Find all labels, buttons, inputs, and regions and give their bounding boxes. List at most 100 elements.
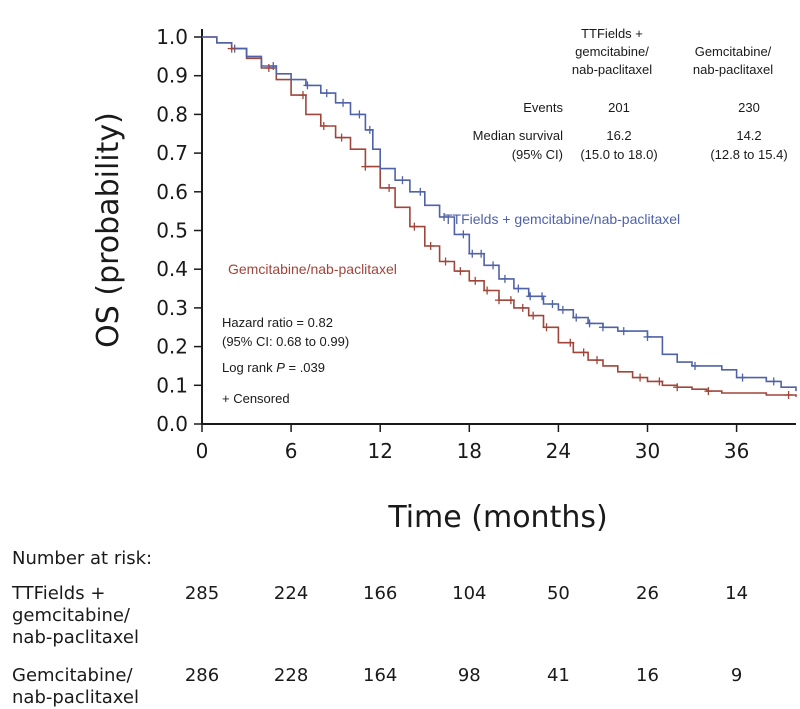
- censor-mark: [769, 377, 778, 386]
- risk-count: 166: [363, 583, 398, 604]
- risk-count: 164: [363, 665, 398, 686]
- censor-mark: [483, 286, 492, 295]
- log-rank-prefix: Log rank: [222, 360, 276, 375]
- hazard-ci: (95% CI: 0.68 to 0.99): [222, 334, 349, 349]
- y-tick-label: 0.8: [156, 102, 188, 126]
- censor-mark: [636, 373, 645, 382]
- censor-mark: [704, 387, 713, 396]
- censor-mark: [227, 44, 236, 53]
- series-label-gem: Gemcitabine/nab-paclitaxel: [228, 261, 397, 277]
- censor-mark: [440, 212, 449, 221]
- col1-header-line1: TTFields +: [581, 26, 643, 41]
- censor-mark: [459, 230, 468, 239]
- censor-mark: [426, 241, 435, 250]
- axes: [201, 29, 796, 425]
- median-ttfields: 16.2: [606, 128, 631, 143]
- y-tick-label: 0.5: [156, 219, 188, 243]
- log-rank-value: = .039: [285, 360, 325, 375]
- series-label-ttfields: TTFields + gemcitabine/nab-paclitaxel: [444, 211, 680, 227]
- x-tick-label: 0: [196, 439, 209, 463]
- col1-header-line3: nab-paclitaxel: [572, 62, 652, 77]
- y-tick-label: 0.9: [156, 64, 188, 88]
- y-tick-label: 0.4: [156, 257, 188, 281]
- censor-mark: [643, 332, 652, 341]
- y-tick-label: 0.0: [156, 412, 188, 436]
- col1-header-line2: gemcitabine/: [575, 44, 649, 59]
- km-chart: 0.0 0.1 0.2 0.3 0.4 0.5 0.6 0.7 0.8 0.9 1.0 0 6 12 18…: [91, 25, 797, 535]
- series-line-ttfields: [202, 36, 797, 392]
- risk-count: 98: [457, 665, 481, 686]
- censor-mark: [691, 361, 700, 370]
- censor-mark: [489, 261, 498, 270]
- censor-mark: [558, 305, 567, 314]
- censor-mark: [566, 338, 575, 347]
- censor-mark: [495, 296, 503, 305]
- censor-mark: [477, 249, 486, 258]
- survival-curves: [202, 36, 797, 399]
- ci-gem: (12.8 to 15.4): [710, 147, 787, 162]
- risk-count: 14: [725, 583, 749, 604]
- censor-mark: [410, 222, 419, 231]
- risk-count: 41: [546, 665, 570, 686]
- censor-mark: [303, 81, 312, 90]
- censor-mark: [339, 98, 348, 107]
- risk-table-title: Number at risk:: [12, 548, 153, 569]
- censor-mark: [784, 390, 793, 399]
- log-rank-p: P: [276, 360, 285, 375]
- censor-mark: [264, 63, 273, 72]
- y-tick-label: 1.0: [156, 25, 188, 49]
- col2-header-line1: Gemcitabine/: [695, 44, 772, 59]
- risk-row-label: Gemcitabine/ nab-paclitaxel: [12, 665, 139, 708]
- censor-mark: [598, 323, 607, 332]
- risk-count: 104: [452, 583, 487, 604]
- censor-mark: [585, 319, 594, 328]
- x-tick-label: 12: [367, 439, 392, 463]
- censor-mark: [416, 187, 425, 196]
- risk-count: 228: [273, 665, 309, 686]
- y-tick-label: 0.3: [156, 296, 188, 320]
- x-ticks: 0 6 12 18 24 30 36: [196, 424, 749, 463]
- censored-legend: + Censored: [222, 391, 290, 406]
- risk-count: 26: [636, 583, 659, 604]
- censor-mark: [548, 300, 557, 309]
- x-tick-label: 30: [635, 439, 660, 463]
- risk-count: 9: [730, 665, 743, 686]
- censor-mark: [572, 313, 581, 322]
- censor-mark: [269, 62, 278, 71]
- censor-mark: [655, 377, 664, 386]
- censor-mark: [471, 276, 480, 285]
- y-tick-label: 0.7: [156, 141, 188, 165]
- y-tick-label: 0.6: [156, 180, 188, 204]
- events-ttfields: 201: [608, 100, 630, 115]
- censor-mark: [468, 249, 477, 258]
- legend-table: TTFields + gemcitabine/ nab-paclitaxel G…: [473, 26, 788, 162]
- x-tick-label: 36: [724, 439, 749, 463]
- log-rank: Log rank P = .039: [222, 360, 325, 375]
- censor-mark: [441, 257, 450, 266]
- y-tick-label: 0.2: [156, 335, 188, 359]
- ci-label: (95% CI): [512, 147, 563, 162]
- x-tick-label: 24: [546, 439, 571, 463]
- col2-header-line2: nab-paclitaxel: [693, 62, 773, 77]
- risk-row-label: TTFields + gemcitabine/ nab-paclitaxel: [12, 583, 139, 648]
- censor-mark: [619, 327, 628, 336]
- risk-count: 16: [636, 665, 659, 686]
- censor-mark: [542, 323, 551, 332]
- censor-mark: [385, 183, 394, 192]
- censor-mark: [319, 122, 328, 131]
- hazard-ratio: Hazard ratio = 0.82: [222, 315, 333, 330]
- censor-mark: [738, 373, 747, 382]
- risk-count: 224: [273, 583, 309, 604]
- median-label: Median survival: [473, 128, 563, 143]
- censor-mark: [500, 274, 509, 283]
- censor-mark: [529, 311, 538, 320]
- stats-annotations: Hazard ratio = 0.82 (95% CI: 0.68 to 0.9…: [222, 315, 349, 406]
- censor-mark: [538, 292, 547, 301]
- y-ticks: 0.0 0.1 0.2 0.3 0.4 0.5 0.6 0.7 0.8 0.9 1.0: [156, 25, 202, 436]
- risk-count: 50: [546, 583, 570, 604]
- x-tick-label: 18: [457, 439, 482, 463]
- y-tick-label: 0.1: [156, 373, 188, 397]
- censor-mark: [526, 292, 535, 301]
- censor-mark: [514, 284, 523, 293]
- censor-mark: [398, 176, 407, 185]
